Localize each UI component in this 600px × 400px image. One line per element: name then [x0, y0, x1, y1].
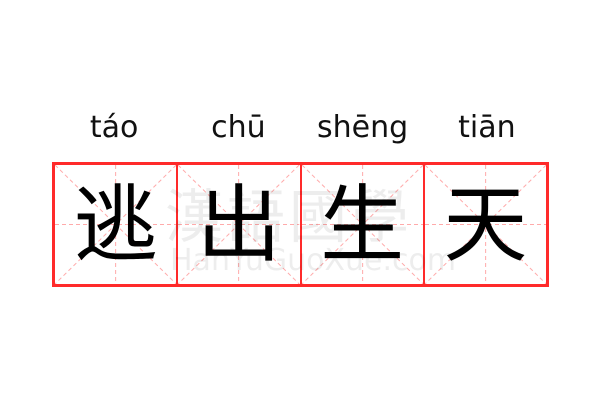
hanzi: 逃 [73, 175, 158, 274]
guide-lines [178, 165, 299, 284]
pinyin: shēng [317, 110, 409, 145]
guide-lines [55, 165, 176, 284]
hanzi: 天 [443, 175, 528, 274]
guide-lines [302, 165, 423, 284]
hanzi: 生 [320, 175, 405, 274]
pinyin: táo [89, 110, 139, 145]
grid-cell: 天 [425, 165, 546, 284]
hanzi: 出 [196, 175, 281, 274]
guide-lines [425, 165, 546, 284]
grid-cell: 生 [302, 165, 425, 284]
pinyin: chū [211, 110, 266, 145]
pinyin: tiān [458, 110, 516, 145]
pinyin-row: táo chū shēng tiān [52, 106, 549, 150]
character-grid: 逃 出 生 天 [52, 162, 549, 287]
grid-cell: 逃 [55, 165, 179, 284]
grid-cell: 出 [178, 165, 302, 284]
